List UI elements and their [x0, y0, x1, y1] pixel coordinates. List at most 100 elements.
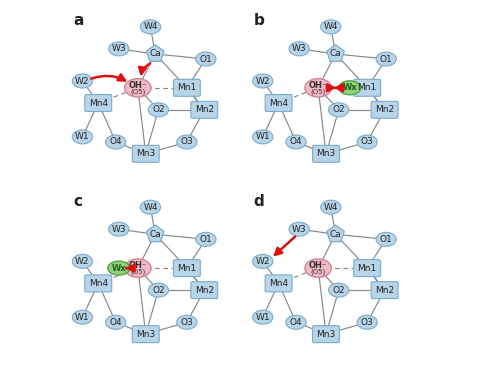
Ellipse shape [140, 20, 161, 34]
Ellipse shape [72, 74, 93, 88]
Text: W1: W1 [255, 313, 270, 322]
Ellipse shape [109, 42, 129, 56]
Ellipse shape [196, 52, 216, 66]
Text: W3: W3 [292, 225, 307, 234]
Text: O4: O4 [109, 138, 122, 146]
FancyBboxPatch shape [85, 275, 112, 292]
Ellipse shape [177, 315, 197, 329]
Ellipse shape [148, 283, 169, 297]
Text: a: a [73, 13, 83, 28]
Ellipse shape [177, 135, 197, 149]
Text: Mn2: Mn2 [195, 105, 214, 114]
Text: Mn1: Mn1 [358, 83, 377, 92]
Text: O1: O1 [199, 54, 212, 64]
Text: O2: O2 [332, 286, 345, 295]
Text: Wx: Wx [342, 83, 357, 92]
Text: W4: W4 [323, 22, 338, 31]
Ellipse shape [376, 232, 396, 246]
Text: Wx: Wx [112, 263, 126, 273]
Text: Mn1: Mn1 [177, 263, 196, 273]
Polygon shape [327, 45, 344, 61]
FancyBboxPatch shape [191, 101, 218, 118]
FancyBboxPatch shape [191, 282, 218, 298]
Text: (O5): (O5) [310, 88, 326, 95]
FancyBboxPatch shape [85, 95, 112, 112]
FancyBboxPatch shape [132, 145, 159, 162]
Text: O3: O3 [361, 138, 373, 146]
Ellipse shape [357, 315, 377, 329]
Ellipse shape [321, 200, 341, 214]
Text: OH⁻: OH⁻ [128, 261, 147, 270]
Text: Ca: Ca [330, 49, 341, 59]
Text: O4: O4 [290, 318, 302, 327]
FancyBboxPatch shape [354, 79, 380, 96]
Ellipse shape [148, 103, 169, 117]
Text: W1: W1 [255, 132, 270, 141]
Ellipse shape [124, 79, 151, 97]
Ellipse shape [286, 135, 306, 149]
Ellipse shape [124, 259, 151, 277]
Ellipse shape [252, 130, 273, 144]
Text: Mn2: Mn2 [375, 286, 394, 295]
Ellipse shape [376, 52, 396, 66]
FancyBboxPatch shape [174, 79, 200, 96]
Polygon shape [327, 225, 344, 242]
Text: W4: W4 [323, 203, 338, 212]
Text: Ca: Ca [149, 230, 161, 239]
Text: (O5): (O5) [130, 88, 145, 95]
Text: O2: O2 [152, 286, 165, 295]
Ellipse shape [289, 42, 310, 56]
Text: O3: O3 [181, 138, 193, 146]
Text: (O5): (O5) [130, 269, 145, 275]
Ellipse shape [357, 135, 377, 149]
Text: W2: W2 [255, 77, 270, 85]
Text: W3: W3 [112, 45, 126, 53]
Text: c: c [73, 194, 82, 209]
FancyBboxPatch shape [312, 326, 339, 343]
Text: O1: O1 [380, 235, 392, 244]
Text: O4: O4 [290, 138, 302, 146]
Ellipse shape [305, 79, 331, 97]
Ellipse shape [72, 254, 93, 268]
Text: W3: W3 [112, 225, 126, 234]
Text: W4: W4 [143, 22, 158, 31]
Text: O2: O2 [152, 105, 165, 114]
Ellipse shape [321, 20, 341, 34]
Text: Mn4: Mn4 [89, 99, 108, 107]
Text: O3: O3 [361, 318, 373, 327]
Text: Mn4: Mn4 [89, 279, 108, 288]
Ellipse shape [328, 103, 349, 117]
Polygon shape [146, 225, 164, 242]
Ellipse shape [108, 261, 130, 275]
Text: Mn1: Mn1 [358, 263, 377, 273]
Text: OH⁻: OH⁻ [128, 81, 147, 90]
FancyBboxPatch shape [132, 326, 159, 343]
Ellipse shape [196, 232, 216, 246]
Ellipse shape [72, 310, 93, 324]
Ellipse shape [106, 135, 126, 149]
Text: W2: W2 [75, 257, 90, 266]
Text: Mn3: Mn3 [136, 330, 155, 339]
FancyBboxPatch shape [174, 260, 200, 277]
Text: Mn4: Mn4 [269, 279, 288, 288]
Text: Mn2: Mn2 [195, 286, 214, 295]
Text: Ca: Ca [330, 230, 341, 239]
Text: Mn3: Mn3 [136, 149, 155, 158]
Ellipse shape [252, 310, 273, 324]
Text: W2: W2 [255, 257, 270, 266]
FancyBboxPatch shape [312, 145, 339, 162]
Polygon shape [146, 45, 164, 61]
Text: W3: W3 [292, 45, 307, 53]
Ellipse shape [328, 283, 349, 297]
Ellipse shape [289, 222, 310, 236]
Text: Mn3: Mn3 [316, 330, 336, 339]
Ellipse shape [252, 254, 273, 268]
Text: W2: W2 [75, 77, 90, 85]
FancyBboxPatch shape [265, 275, 292, 292]
FancyBboxPatch shape [265, 95, 292, 112]
Text: Mn4: Mn4 [269, 99, 288, 107]
Text: W1: W1 [75, 313, 90, 322]
Ellipse shape [106, 315, 126, 329]
Text: O1: O1 [380, 54, 392, 64]
Text: O3: O3 [181, 318, 193, 327]
